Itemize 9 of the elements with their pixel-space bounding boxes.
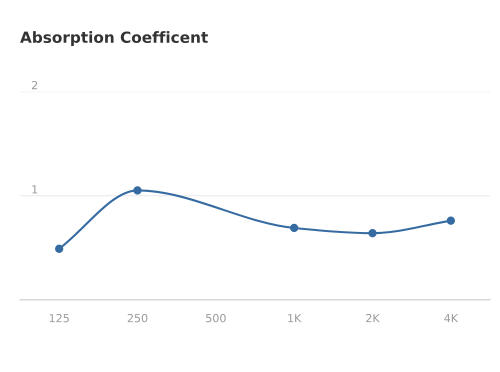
x-tick-label: 2K <box>366 314 380 322</box>
x-tick-label: 250 <box>128 314 148 322</box>
y-tick-label: 1 <box>32 185 38 194</box>
y-tick-label: 2 <box>32 80 38 90</box>
x-tick-label: 500 <box>206 314 226 322</box>
chart-title: Absorption Coefficent <box>20 31 208 46</box>
x-tick-label: 4K <box>444 314 458 322</box>
x-tick-label: 125 <box>50 314 69 322</box>
x-tick-label: 1K <box>288 314 302 322</box>
